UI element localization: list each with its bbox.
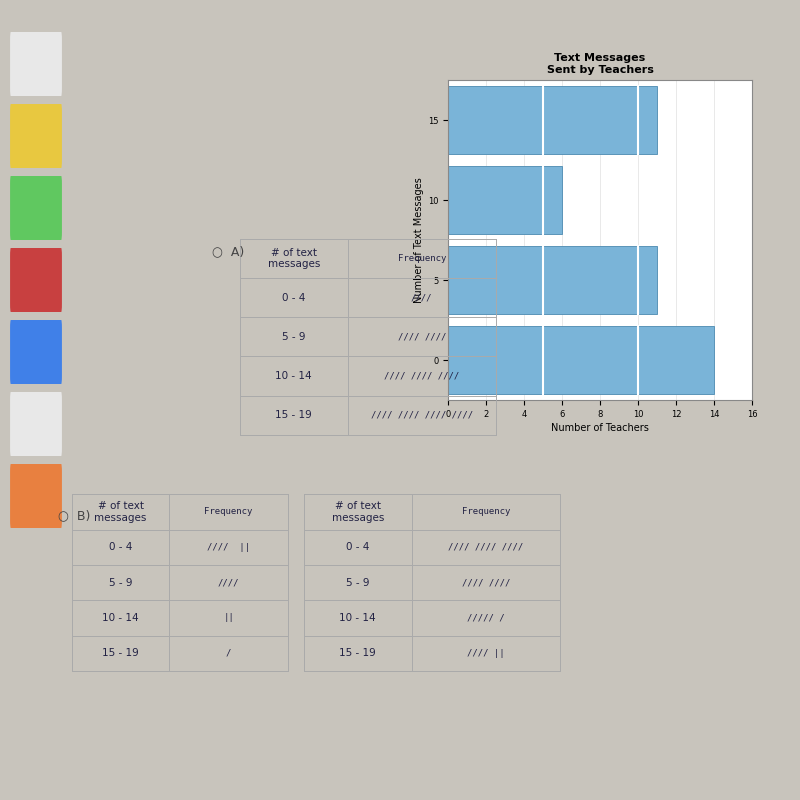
Text: # of text
messages: # of text messages bbox=[267, 247, 320, 269]
Text: //// //// ////: //// //// //// bbox=[448, 542, 523, 552]
Text: //// ////: //// //// bbox=[398, 332, 446, 342]
Text: 15 - 19: 15 - 19 bbox=[275, 410, 312, 420]
FancyBboxPatch shape bbox=[10, 32, 62, 96]
Bar bbox=[448, 326, 714, 394]
Text: 0 - 4: 0 - 4 bbox=[282, 293, 306, 302]
FancyBboxPatch shape bbox=[10, 248, 62, 312]
Text: Frequency: Frequency bbox=[398, 254, 446, 263]
Text: 0 - 4: 0 - 4 bbox=[109, 542, 132, 552]
Text: 0 - 4: 0 - 4 bbox=[346, 542, 370, 552]
Text: ////  ||: //// || bbox=[207, 542, 250, 552]
Bar bbox=[448, 86, 657, 154]
Text: # of text
messages: # of text messages bbox=[331, 501, 384, 522]
Bar bbox=[448, 166, 562, 234]
FancyBboxPatch shape bbox=[10, 392, 62, 456]
Text: 15 - 19: 15 - 19 bbox=[102, 648, 139, 658]
Text: 10 - 14: 10 - 14 bbox=[102, 613, 139, 623]
Text: # of text
messages: # of text messages bbox=[94, 501, 146, 522]
Text: ○  B): ○ B) bbox=[58, 510, 90, 522]
X-axis label: Number of Teachers: Number of Teachers bbox=[551, 423, 649, 433]
Text: ○  A): ○ A) bbox=[212, 246, 244, 258]
Text: //// ////: //// //// bbox=[462, 578, 510, 587]
Text: 5 - 9: 5 - 9 bbox=[109, 578, 132, 588]
Text: 5 - 9: 5 - 9 bbox=[282, 332, 306, 342]
Text: //// //// //// ////: //// //// //// //// bbox=[370, 410, 473, 420]
Text: 10 - 14: 10 - 14 bbox=[275, 371, 312, 381]
Text: ////: //// bbox=[411, 293, 433, 302]
Y-axis label: Number of Text Messages: Number of Text Messages bbox=[414, 177, 424, 303]
FancyBboxPatch shape bbox=[10, 464, 62, 528]
Text: ///// /: ///// / bbox=[467, 614, 505, 622]
Text: /: / bbox=[226, 649, 231, 658]
Title: Text Messages
Sent by Teachers: Text Messages Sent by Teachers bbox=[546, 54, 654, 75]
Text: Frequency: Frequency bbox=[205, 507, 253, 517]
Text: //// ||: //// || bbox=[467, 649, 505, 658]
FancyBboxPatch shape bbox=[10, 104, 62, 168]
Text: ////: //// bbox=[218, 578, 239, 587]
Text: Frequency: Frequency bbox=[462, 507, 510, 517]
Text: 15 - 19: 15 - 19 bbox=[339, 648, 376, 658]
FancyBboxPatch shape bbox=[10, 176, 62, 240]
Text: 5 - 9: 5 - 9 bbox=[346, 578, 370, 588]
FancyBboxPatch shape bbox=[10, 320, 62, 384]
Text: 10 - 14: 10 - 14 bbox=[339, 613, 376, 623]
Text: //// //// ////: //// //// //// bbox=[384, 371, 459, 381]
Bar bbox=[448, 246, 657, 314]
Text: ||: || bbox=[223, 614, 234, 622]
